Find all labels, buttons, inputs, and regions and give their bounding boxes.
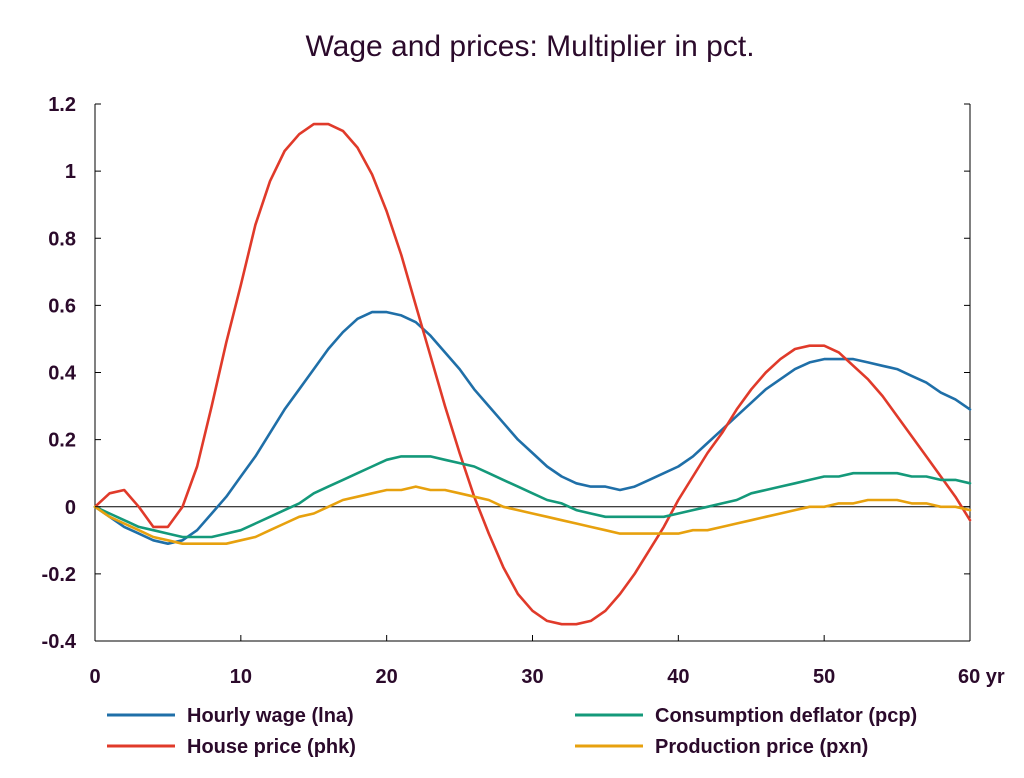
chart-title: Wage and prices: Multiplier in pct. [305,30,755,63]
x-tick-label: 40 [667,666,689,688]
y-tick-label: 1.2 [48,94,76,116]
y-tick-label: 0 [65,497,76,519]
series-line-2 [93,455,972,539]
legend-label: House price (phk) [187,736,356,758]
legend-label: Production price (pxn) [655,736,868,758]
y-tick-label: 0.6 [48,295,76,317]
x-tick-label: 50 [813,666,835,688]
x-tick-label: 10 [230,666,252,688]
legend: Hourly wage (lna) Consumption deflator (p… [107,705,917,758]
x-tick-label: 0 [89,666,100,688]
y-tick-label: 1 [65,161,76,183]
y-tick-label: 0.4 [48,363,77,385]
legend-label: Consumption deflator (pcp) [655,705,917,727]
y-tick-label: 0.2 [48,430,76,452]
ticks-group: -0.4 -0.2 0 0.2 0.4 0.6 0.8 1 1.2 0 10 20 30 40 50 60 y… [42,94,1005,688]
y-tick-label: 0.8 [48,228,76,250]
series-group [93,122,972,626]
x-tick-label: 30 [521,666,543,688]
series-line-3 [93,485,972,546]
series-line-1 [93,122,972,626]
series-line-0 [93,310,972,546]
x-tick-label: 60 yr [958,666,1005,688]
plot-frame [94,104,971,642]
y-tick-label: -0.2 [42,564,76,586]
legend-label: Hourly wage (lna) [187,705,354,727]
y-tick-label: -0.4 [42,631,77,653]
x-tick-label: 20 [376,666,398,688]
